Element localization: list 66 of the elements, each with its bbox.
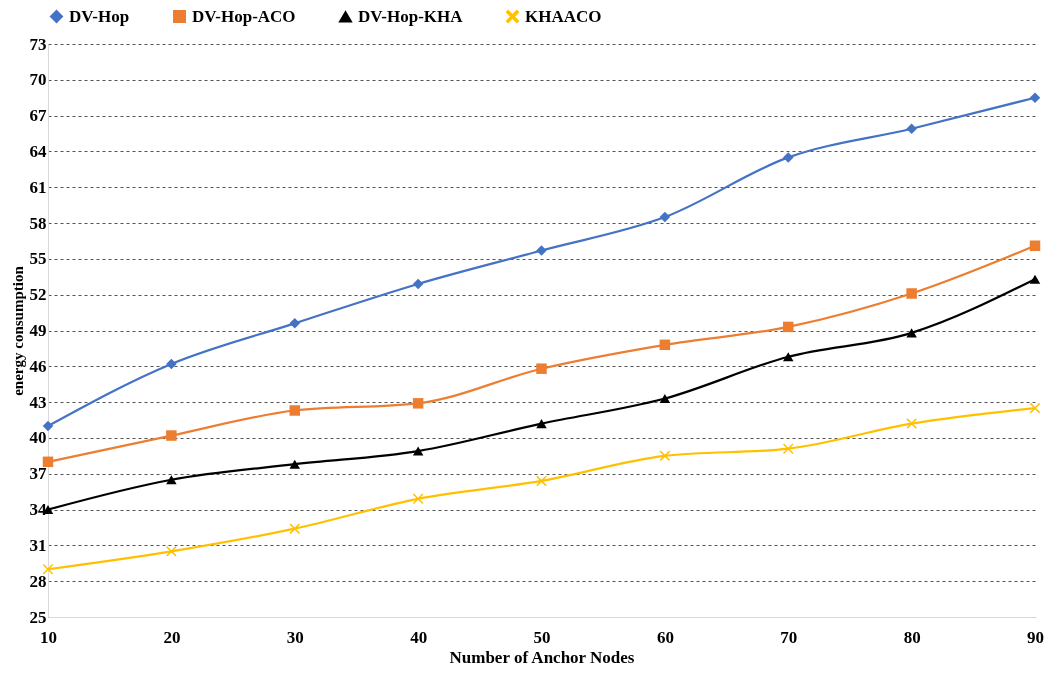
x-tick-label: 30 — [286, 627, 304, 647]
x-tick-label: 50 — [533, 627, 551, 647]
y-tick-label: 61 — [29, 177, 47, 197]
y-tick-label: 73 — [29, 34, 47, 54]
point — [783, 352, 794, 362]
point — [536, 363, 547, 374]
legend-label: DV-Hop — [69, 6, 130, 26]
point — [289, 459, 300, 469]
legend-label: KHAACO — [525, 6, 602, 26]
point — [1029, 274, 1041, 284]
point — [906, 123, 917, 134]
point — [659, 450, 671, 462]
y-tick-label: 40 — [29, 428, 47, 448]
x-tick-label: 10 — [40, 627, 57, 647]
x-tick-label: 20 — [163, 627, 181, 647]
point — [536, 475, 547, 487]
x-tick-label: 70 — [780, 627, 798, 647]
point — [906, 288, 917, 299]
x-tick-label: 60 — [656, 627, 674, 647]
point — [42, 564, 54, 575]
x-axis-title: Number of Anchor Nodes — [449, 647, 635, 667]
y-tick-label: 31 — [29, 535, 47, 555]
y-tick-label: 37 — [29, 464, 47, 484]
point — [1029, 92, 1041, 103]
y-tick-label: 43 — [29, 392, 47, 412]
point — [412, 446, 424, 456]
point — [659, 211, 671, 223]
y-tick-label: 70 — [29, 70, 47, 90]
legend-label: DV-Hop-KHA — [358, 6, 464, 26]
point — [659, 339, 671, 351]
point — [412, 278, 424, 290]
point — [659, 394, 671, 404]
point — [906, 418, 917, 429]
point — [1029, 402, 1041, 414]
x-tick-label: 90 — [1027, 627, 1044, 647]
point — [412, 493, 424, 505]
point — [1029, 240, 1041, 251]
point — [166, 475, 177, 485]
y-tick-label: 46 — [29, 356, 47, 376]
point — [289, 405, 300, 416]
point — [42, 420, 54, 432]
point — [412, 398, 424, 409]
point — [783, 321, 794, 333]
point — [166, 430, 177, 441]
point — [783, 152, 794, 163]
point — [906, 328, 917, 338]
point — [783, 443, 794, 454]
y-tick-label: 55 — [29, 249, 47, 269]
point — [536, 245, 547, 256]
y-axis-title: energy consumption — [9, 265, 26, 396]
x-tick-label: 40 — [410, 627, 428, 647]
y-tick-label: 25 — [29, 607, 47, 627]
y-tick-label: 49 — [29, 321, 47, 340]
x-tick-label: 80 — [903, 627, 921, 647]
point — [289, 318, 300, 329]
y-tick-label: 28 — [29, 571, 47, 591]
point — [289, 523, 300, 534]
point — [166, 358, 177, 370]
point — [536, 419, 547, 429]
legend-label: DV-Hop-ACO — [192, 6, 296, 26]
y-tick-label: 64 — [29, 141, 47, 161]
point — [166, 546, 177, 557]
y-tick-label: 58 — [29, 213, 47, 233]
y-tick-label: 52 — [29, 285, 47, 305]
point — [42, 456, 54, 468]
y-tick-label: 67 — [29, 106, 47, 126]
